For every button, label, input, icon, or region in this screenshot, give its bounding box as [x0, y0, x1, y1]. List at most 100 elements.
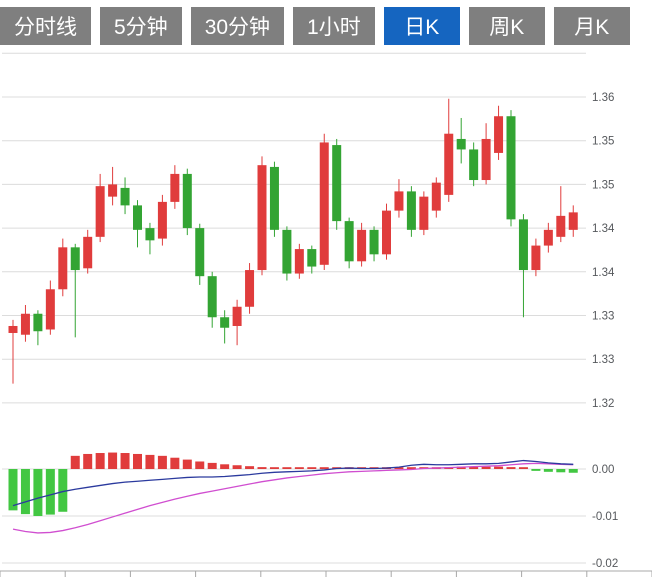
candle — [58, 238, 68, 297]
macd-bar — [556, 469, 566, 473]
macd-bar — [195, 461, 205, 469]
price-label: 1.35 — [592, 179, 614, 191]
candle — [133, 200, 142, 248]
price-label: 1.34 — [592, 267, 615, 279]
candle — [232, 299, 242, 346]
candle — [556, 186, 566, 243]
tab-5min[interactable]: 5分钟 — [100, 7, 182, 45]
chart-panel[interactable]: 1.36 1.35 1.35 1.34 1.34 1.33 1.33 1.32 0.00 -0.0… — [0, 45, 652, 581]
candle — [419, 191, 429, 236]
macd-histogram — [8, 452, 578, 516]
macd-bar — [307, 467, 317, 469]
tab-weekly-k[interactable]: 周K — [468, 7, 545, 45]
macd-bar — [20, 469, 30, 515]
tab-monthly-k[interactable]: 月K — [553, 7, 630, 45]
candle — [494, 105, 504, 160]
candle — [506, 110, 516, 227]
candle — [282, 226, 292, 281]
dea-line — [12, 462, 574, 534]
macd-bar — [58, 469, 68, 512]
macd-bar — [294, 467, 304, 469]
macd-bar — [481, 466, 491, 469]
macd-bar — [120, 453, 130, 469]
macd-bar — [207, 462, 217, 469]
macd-axis-label: 0.00 — [592, 464, 614, 476]
macd-axis-label: -0.02 — [592, 558, 618, 570]
candle — [269, 161, 279, 237]
candle — [108, 166, 118, 206]
candle — [307, 245, 317, 274]
candles — [8, 98, 578, 384]
price-label: 1.34 — [592, 223, 615, 235]
macd-bar — [568, 469, 578, 473]
candle — [469, 142, 479, 187]
candle — [369, 226, 379, 262]
macd-bar — [133, 453, 142, 469]
macd-bar — [157, 455, 167, 469]
candle — [543, 222, 553, 253]
macd-bar — [518, 467, 528, 469]
candle — [531, 238, 541, 277]
macd-bar — [494, 466, 504, 469]
candle — [444, 98, 454, 202]
macd-bar — [506, 467, 516, 469]
candle — [45, 280, 55, 335]
candle — [157, 194, 167, 246]
candle — [95, 173, 105, 243]
price-label: 1.33 — [592, 354, 614, 366]
candle — [332, 138, 342, 230]
price-axis-labels: 1.36 1.35 1.35 1.34 1.34 1.33 1.33 1.32 0.00 -0.0… — [592, 92, 618, 570]
candle — [294, 243, 304, 279]
candle — [245, 263, 255, 314]
candle — [33, 310, 43, 346]
candle — [406, 186, 416, 237]
price-label: 1.36 — [592, 92, 614, 104]
macd-bar — [145, 454, 155, 469]
candle — [195, 223, 205, 285]
macd-bar — [543, 469, 553, 472]
macd-bar — [257, 467, 267, 469]
candle — [481, 123, 491, 185]
price-label: 1.32 — [592, 398, 614, 410]
candle — [182, 168, 192, 236]
candle — [207, 271, 217, 328]
tab-daily-k[interactable]: 日K — [383, 7, 460, 45]
candle — [8, 319, 18, 384]
candle — [382, 203, 391, 260]
macd-bar — [245, 466, 255, 469]
macd-bar — [170, 457, 180, 469]
macd-bar — [70, 455, 80, 469]
candlestick-macd-chart[interactable]: 1.36 1.35 1.35 1.34 1.34 1.33 1.33 1.32 0.00 -0.0… — [0, 45, 652, 581]
candle — [170, 165, 180, 209]
macd-bar — [406, 467, 416, 469]
macd-bar — [531, 469, 541, 471]
candle — [145, 222, 155, 255]
macd-bar — [45, 469, 55, 515]
candle — [568, 205, 578, 237]
candle — [319, 133, 329, 271]
macd-bar — [394, 467, 404, 469]
candle — [20, 305, 30, 342]
tab-1hour[interactable]: 1小时 — [293, 7, 375, 45]
price-label: 1.35 — [592, 136, 614, 148]
macd-axis-label: -0.01 — [592, 511, 618, 523]
candle — [220, 310, 230, 344]
period-toolbar: 分时线 5分钟 30分钟 1小时 日K 周K 月K — [0, 0, 652, 45]
price-label: 1.33 — [592, 311, 614, 323]
tab-30min[interactable]: 30分钟 — [190, 7, 285, 45]
tab-timeshare[interactable]: 分时线 — [0, 7, 91, 45]
macd-bar — [282, 467, 292, 469]
dif-line — [12, 459, 574, 507]
candle — [357, 222, 367, 267]
candle — [344, 217, 354, 269]
macd-bar — [95, 453, 105, 469]
macd-bar — [182, 459, 192, 469]
macd-bar — [8, 469, 18, 511]
macd-bar — [232, 465, 242, 469]
macd-bar — [319, 467, 329, 469]
macd-bar — [269, 467, 279, 469]
candle — [518, 214, 528, 318]
candle — [456, 117, 466, 164]
macd-bar — [220, 464, 230, 469]
macd-bar — [469, 466, 479, 469]
